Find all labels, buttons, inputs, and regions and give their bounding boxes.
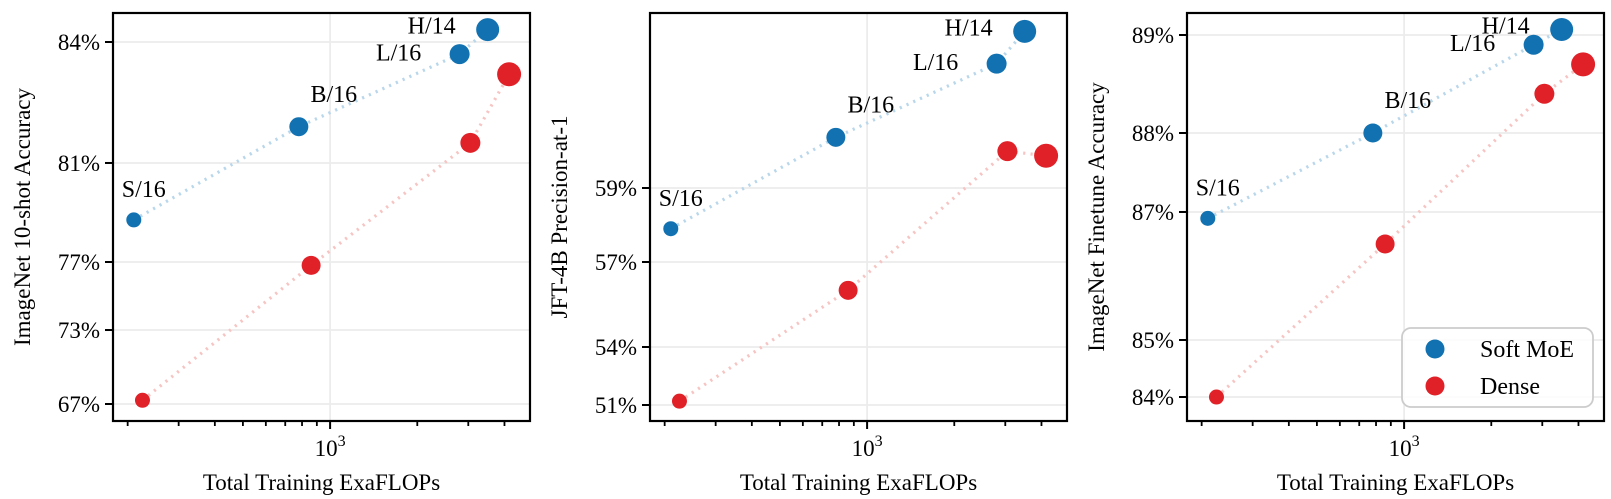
- annotation-h-14: H/14: [1482, 14, 1530, 40]
- legend-box: [1401, 327, 1594, 408]
- point-dense-s-16: [1208, 389, 1224, 405]
- annotation-b-16: B/16: [311, 82, 358, 108]
- point-dense-l-16: [1534, 83, 1555, 104]
- point-dense-l-16: [997, 141, 1018, 162]
- trend-line-soft-moe: [133, 28, 489, 222]
- y-tick-label-88: 88%: [1132, 121, 1174, 146]
- y-tick-label-57: 57%: [595, 250, 637, 275]
- y-axis-label: ImageNet Finetune Accuracy: [1084, 82, 1109, 352]
- y-tick-label-85: 85%: [1132, 328, 1174, 353]
- point-dense-s-16: [671, 393, 687, 409]
- plot-frame: [111, 11, 532, 423]
- y-tick-label-67: 67%: [58, 392, 100, 417]
- point-soft-moe-l-16: [1523, 34, 1544, 55]
- annotation-s-16: S/16: [659, 186, 703, 212]
- y-tick-label-87: 87%: [1132, 200, 1174, 225]
- legend: Soft MoE Dense: [1401, 327, 1594, 408]
- point-dense-h-14: [497, 62, 522, 87]
- annotation-s-16: S/16: [1196, 176, 1240, 202]
- x-major-tick-label: 103: [1389, 433, 1420, 461]
- y-tick-label-77: 77%: [58, 250, 100, 275]
- y-tick-label-59: 59%: [595, 176, 637, 201]
- point-soft-moe-b-16: [826, 127, 846, 147]
- legend-label-dense: Dense: [1480, 374, 1540, 400]
- trend-line-dense: [141, 73, 511, 402]
- point-soft-moe-b-16: [1363, 123, 1383, 143]
- point-soft-moe-h-14: [476, 18, 500, 42]
- annotation-b-16: B/16: [848, 92, 895, 118]
- x-major-tick-label: 103: [852, 433, 883, 461]
- y-tick-label-89: 89%: [1132, 23, 1174, 48]
- y-tick-label-84: 84%: [1132, 385, 1174, 410]
- point-dense-s-16: [134, 392, 150, 408]
- annotation-l-16: L/16: [913, 50, 958, 76]
- chart-jft4b-precision-at-1-svg: 103 59% 57% 54% 51% Total Training ExaFLOPs JF…: [547, 11, 1069, 495]
- annotation-l-16: L/16: [376, 40, 421, 66]
- plot-frame: [1185, 11, 1606, 423]
- annotation-b-16: B/16: [1385, 88, 1432, 114]
- point-dense-b-16: [1375, 234, 1395, 254]
- point-soft-moe-h-14: [1013, 19, 1037, 43]
- legend-marker-soft-moe: [1425, 339, 1445, 359]
- point-dense-b-16: [301, 255, 321, 275]
- plot-frame: [648, 11, 1069, 423]
- annotation-h-14: H/14: [945, 16, 993, 42]
- point-dense-b-16: [838, 280, 858, 300]
- legend-label-soft-moe: Soft MoE: [1480, 337, 1574, 363]
- chart-jft4b-precision-at-1: 103 59% 57% 54% 51% Total Training ExaFLOPs JF…: [537, 0, 1074, 499]
- point-dense-h-14: [1571, 52, 1596, 77]
- y-axis-label: JFT-4B Precision-at-1: [547, 116, 572, 319]
- x-axis-label: Total Training ExaFLOPs: [203, 470, 440, 495]
- y-tick-label-51: 51%: [595, 393, 637, 418]
- point-soft-moe-h-14: [1550, 17, 1574, 41]
- point-soft-moe-l-16: [449, 44, 470, 65]
- chart-imagenet-10shot-accuracy-svg: 103 84% 81% 77% 73% 67% Total Training ExaFLOP…: [10, 11, 532, 495]
- annotation-h-14: H/14: [408, 14, 456, 40]
- trend-line-soft-moe: [1207, 28, 1563, 220]
- point-soft-moe-l-16: [986, 53, 1007, 74]
- legend-marker-dense: [1425, 376, 1445, 396]
- annotation-l-16: L/16: [1450, 31, 1495, 57]
- y-tick-label-81: 81%: [58, 151, 100, 176]
- point-dense-l-16: [460, 132, 481, 153]
- point-soft-moe-s-16: [126, 212, 142, 228]
- point-soft-moe-s-16: [1200, 210, 1216, 226]
- point-soft-moe-b-16: [289, 117, 309, 137]
- x-major-tick-label: 103: [315, 433, 346, 461]
- x-axis-label: Total Training ExaFLOPs: [740, 470, 977, 495]
- y-tick-label-54: 54%: [595, 335, 637, 360]
- y-tick-label-73: 73%: [58, 318, 100, 343]
- annotation-s-16: S/16: [122, 177, 166, 203]
- chart-imagenet-finetune-accuracy: 103 89% 88% 87% 85% 84% Total Training ExaFLOP…: [1074, 0, 1611, 499]
- chart-imagenet-finetune-accuracy-svg: 103 89% 88% 87% 85% 84% Total Training ExaFLOP…: [1084, 11, 1606, 495]
- point-soft-moe-s-16: [663, 221, 679, 237]
- chart-imagenet-10shot-accuracy: 103 84% 81% 77% 73% 67% Total Training ExaFLOP…: [0, 0, 537, 499]
- trend-line-soft-moe: [670, 30, 1026, 231]
- point-dense-h-14: [1034, 143, 1059, 168]
- y-axis-label: ImageNet 10-shot Accuracy: [10, 87, 35, 346]
- y-tick-label-84: 84%: [58, 30, 100, 55]
- x-axis-label: Total Training ExaFLOPs: [1277, 470, 1514, 495]
